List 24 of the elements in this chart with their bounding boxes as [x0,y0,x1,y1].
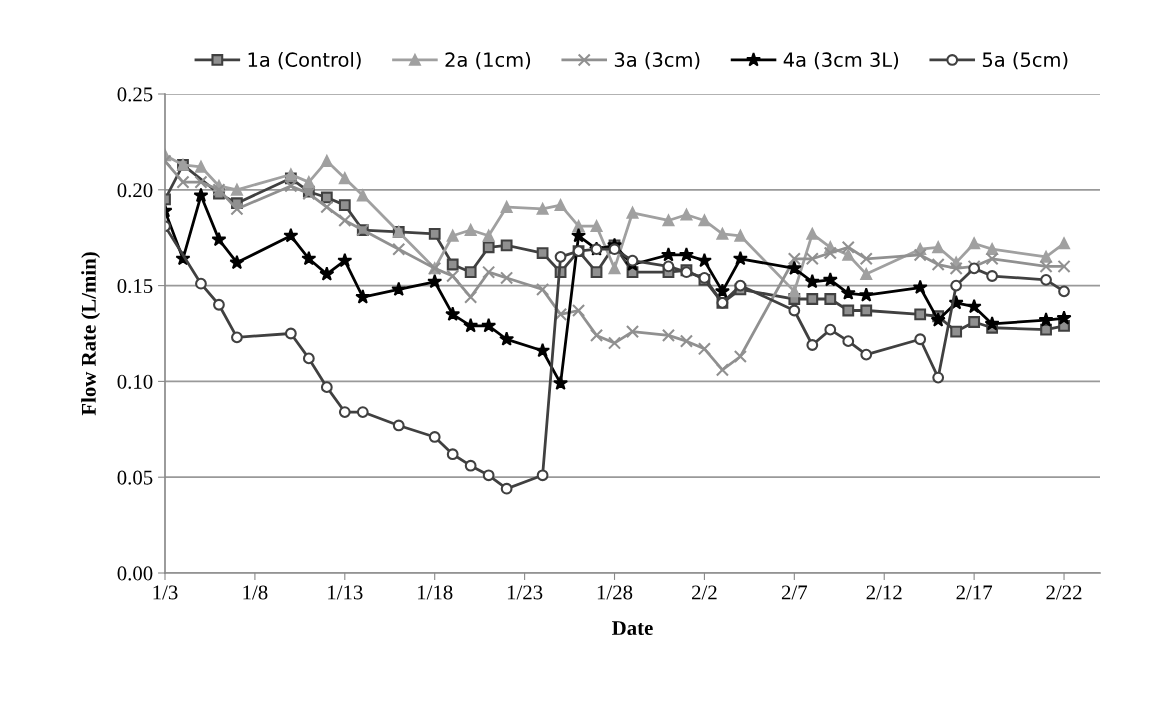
y-tick-label: 0.25 [117,87,153,102]
x-tick-label: 1/3 [153,585,178,600]
x-tick-label: 1/8 [243,585,268,600]
y-axis-title: Flow Rate (L/min) [81,252,101,416]
legend-label: 1a (Control) [248,51,361,70]
y-tick-label: 0.00 [117,566,153,581]
legend-label: 5a (5cm) [982,52,1068,70]
legend-label: 2a (1cm) [445,52,531,70]
x-tick-label: 1/13 [328,585,363,600]
x-axis-title: Date [612,621,653,636]
x-tick-label: 2/2 [692,585,717,600]
legend-label: 3a (3cm) [614,52,700,70]
x-tick-label: 2/22 [1046,585,1082,600]
x-tick-label: 2/7 [781,585,808,600]
y-tick-label: 0.05 [117,470,153,485]
y-tick-label: 0.10 [117,374,153,389]
y-tick-label: 0.20 [117,183,153,198]
x-tick-label: 1/28 [597,585,633,600]
legend-label: 4a (3cm 3L) [783,52,899,70]
x-tick-label: 1/23 [507,585,543,600]
y-tick-label: 0.15 [117,278,153,294]
x-tick-label: 2/17 [956,585,993,600]
x-tick-label: 2/12 [866,585,902,600]
x-tick-label: 1/18 [418,585,453,600]
